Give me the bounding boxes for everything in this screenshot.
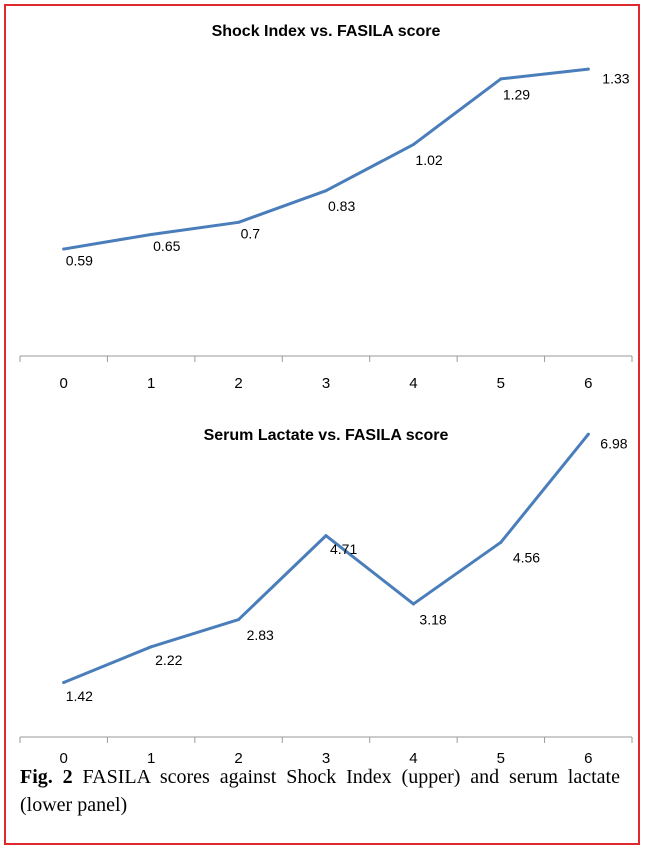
data-label: 0.7 — [241, 226, 261, 242]
x-tick-label: 6 — [584, 375, 592, 392]
x-tick-label: 6 — [584, 750, 592, 767]
data-label: 0.59 — [66, 252, 93, 268]
data-point — [499, 77, 503, 81]
serum-lactate-chart: Serum Lactate vs. FASILA score 0 1 2 3 4 5 6 1.4… — [19, 427, 633, 767]
data-point — [586, 67, 590, 71]
data-point — [411, 602, 415, 606]
data-point — [411, 143, 415, 147]
data-point — [237, 220, 241, 224]
data-point — [237, 618, 241, 622]
data-label: 1.42 — [66, 688, 93, 704]
figure-caption: Fig. 2 FASILA scores against Shock Index… — [20, 763, 620, 819]
data-label: 2.83 — [247, 627, 274, 643]
x-tick-label: 4 — [409, 750, 417, 767]
x-tick-label: 5 — [497, 375, 505, 392]
data-label: 1.33 — [602, 71, 629, 87]
chart-title: Serum Lactate vs. FASILA score — [204, 427, 449, 444]
data-point — [149, 232, 153, 236]
data-label: 0.65 — [153, 238, 180, 254]
data-label: 6.98 — [600, 436, 627, 452]
x-tick-label: 1 — [147, 375, 155, 392]
x-tick-label: 2 — [234, 750, 242, 767]
x-tick-label: 4 — [409, 375, 417, 392]
x-tick-label: 3 — [322, 750, 330, 767]
data-point — [62, 681, 66, 685]
caption-label: Fig. 2 — [20, 766, 73, 788]
data-point — [324, 189, 328, 193]
data-point — [149, 645, 153, 649]
data-label: 1.29 — [503, 86, 530, 102]
data-label: 3.18 — [419, 611, 446, 627]
x-tick-label: 3 — [322, 375, 330, 392]
data-point — [62, 247, 66, 251]
chart-title: Shock Index vs. FASILA score — [212, 23, 441, 40]
series-line — [62, 432, 590, 685]
data-label: 4.71 — [330, 541, 357, 557]
data-label: 0.83 — [328, 198, 355, 214]
x-tick-label: 0 — [60, 750, 68, 767]
data-point — [499, 540, 503, 544]
x-tick-label: 2 — [234, 375, 242, 392]
figure-frame — [4, 4, 640, 845]
data-point — [324, 534, 328, 538]
x-tick-label: 0 — [60, 375, 68, 392]
data-label: 4.56 — [513, 550, 540, 566]
data-point — [586, 432, 590, 436]
x-tick-label: 1 — [147, 750, 155, 767]
x-tick-label: 5 — [497, 750, 505, 767]
shock-index-chart: Shock Index vs. FASILA score 0 1 2 3 4 5 6 0.59 0… — [19, 23, 633, 392]
data-label: 2.22 — [155, 652, 182, 668]
caption-text: FASILA scores against Shock Index (upper… — [20, 766, 620, 816]
data-label: 1.02 — [415, 152, 442, 168]
